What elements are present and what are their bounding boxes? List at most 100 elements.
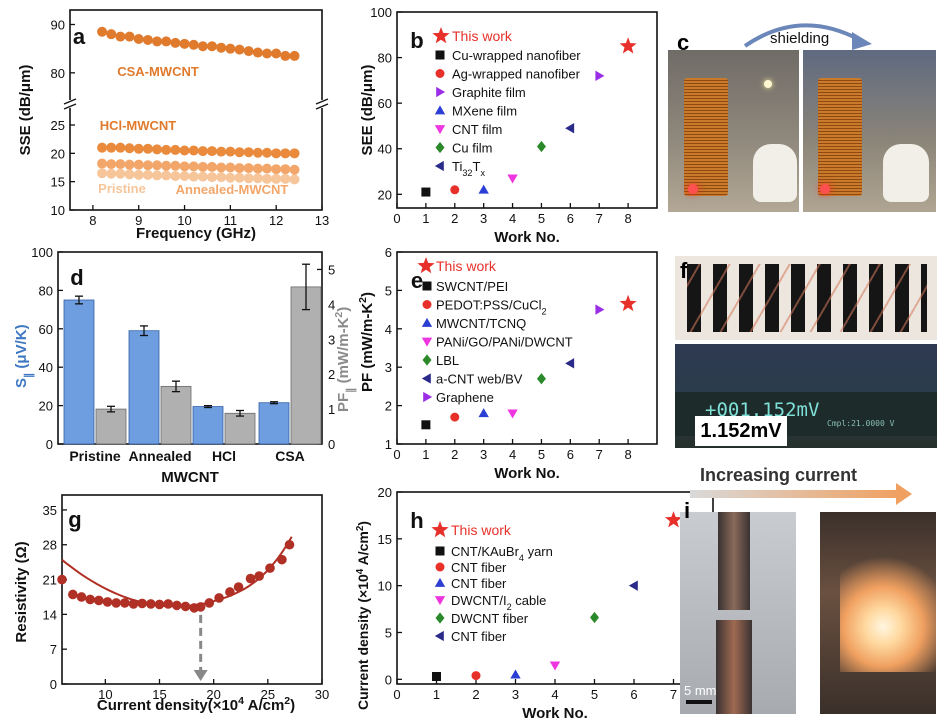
panel-h-ytick-label: 20 [378, 485, 392, 500]
legend-label: CNT fiber [451, 576, 507, 591]
foam-right [883, 144, 929, 202]
panel-d-ytick-label: 5 [328, 262, 335, 277]
led-left [688, 184, 698, 194]
panel-a-point [97, 168, 108, 179]
panel-d-category-label: HCl [212, 448, 236, 464]
increasing-current-arrowhead [896, 483, 912, 505]
panel-d-bar [290, 286, 322, 445]
legend-marker [435, 141, 445, 154]
panel-h-point [510, 669, 521, 679]
panel-a-point [207, 172, 218, 183]
legend-marker [422, 300, 432, 309]
panel-g-point [195, 602, 206, 612]
panel-e-xtick-label: 4 [509, 447, 516, 462]
panel-a-xtick-label: 11 [224, 213, 238, 228]
panel-e-ytick-label: 6 [385, 245, 392, 260]
panel-a-point [252, 173, 263, 184]
panel-a-point [271, 173, 282, 184]
panel-a-point [115, 142, 126, 153]
panel-a-series-label: Pristine [98, 181, 146, 196]
panel-a-frame [69, 9, 323, 211]
photo-i-caption: Increasing current [700, 465, 858, 485]
panel-g-point [76, 592, 87, 602]
panel-b-xtick-label: 1 [422, 211, 429, 226]
panel-a-series-label: Annealed-MWCNT [176, 182, 289, 197]
panel-b-xlabel: Work No. [494, 229, 560, 246]
electrode-top [718, 512, 750, 610]
panel-a-xtick-label: 10 [177, 213, 191, 228]
panel-e-point [450, 412, 460, 422]
panel-g-point [254, 571, 264, 581]
panel-h-frame [396, 491, 714, 685]
panel-g-point [265, 563, 275, 573]
panel-e-xtick-label: 3 [480, 447, 487, 462]
panel-a-point [234, 172, 245, 183]
panel-d-ytick-label: 40 [39, 360, 53, 375]
panel-b-xtick-label: 4 [509, 211, 516, 226]
panel-b-point [536, 140, 546, 153]
legend-marker [436, 86, 446, 98]
panel-e-ytick-label: 2 [385, 399, 392, 414]
panel-b-xtick-label: 7 [596, 211, 603, 226]
panel-h-xtick-label: 4 [551, 687, 558, 702]
panel-g-ytick-label: 35 [43, 503, 57, 518]
panel-a-point [262, 48, 273, 59]
panel-a-point [216, 42, 227, 53]
spark [764, 80, 772, 88]
panel-a-point [197, 161, 208, 172]
panel-a-point [124, 159, 135, 170]
legend-label: MWCNT/TCNQ [436, 316, 526, 331]
legend-label: a-CNT web/BV [436, 372, 523, 387]
panel-b-ylabel: SEE (dB/μm) [359, 65, 376, 156]
panel-a-ytick-label: 90 [51, 18, 65, 33]
panel-a-xtick-label: 9 [135, 213, 142, 228]
panel-a-point [271, 148, 282, 159]
panel-e-point [595, 304, 605, 315]
panel-b-xtick-label: 5 [538, 211, 545, 226]
panel-a-ytick-label: 25 [51, 118, 65, 133]
panel-h-xtick-label: 6 [630, 687, 637, 702]
legend-label: Ag-wrapped nanofiber [452, 67, 581, 82]
panel-g-point [233, 582, 244, 592]
panel-d-xlabel: MWCNT [161, 469, 218, 486]
panel-a-point [179, 161, 190, 172]
panel-a-point [97, 142, 108, 153]
panel-g-xtick-label: 20 [206, 687, 220, 702]
panel-h-point [628, 580, 638, 591]
panel-a-point [289, 164, 300, 175]
panel-a-point [170, 171, 181, 181]
panel-e-ylabel: PF (mW/m-K2) [357, 292, 376, 392]
panel-h-xtick-label: 0 [393, 687, 400, 702]
panel-a-ytick-label: 80 [51, 66, 65, 81]
panel-a-point [234, 44, 245, 55]
panel-e-ytick-label: 5 [385, 283, 392, 298]
photo-c-caption: shielding [770, 30, 830, 47]
panel-a-point [97, 26, 108, 37]
panel-a-point [152, 36, 163, 47]
coil-right [818, 78, 862, 196]
panel-label-h: h [410, 508, 423, 533]
legend-label: CNT/KAuBr4 yarn [451, 544, 553, 563]
panel-a-point [243, 163, 254, 174]
panel-a-point [161, 160, 172, 171]
panel-a-ytick-label: 10 [51, 203, 65, 218]
panel-h-ytick-label: 10 [378, 579, 392, 594]
panel-b-frame [396, 11, 658, 209]
panel-a-point [280, 173, 291, 184]
panel-g-ytick-label: 0 [50, 677, 57, 692]
panel-b-point [421, 187, 431, 197]
panel-g-point [94, 595, 104, 606]
axis-break-mark [315, 103, 329, 110]
panel-e-point [421, 420, 431, 430]
panel-b-point [619, 37, 637, 54]
panel-a-point [179, 145, 190, 156]
panel-a-point [252, 163, 263, 174]
legend-marker [422, 354, 432, 366]
panel-label-g: g [68, 507, 81, 532]
photo-panel-c [668, 50, 936, 212]
legend-label: Cu film [452, 141, 492, 156]
panel-e-ytick-label: 1 [385, 437, 392, 452]
panel-a-point [133, 169, 144, 180]
panel-e-xtick-label: 1 [422, 447, 429, 462]
panel-label-e: e [411, 268, 423, 293]
